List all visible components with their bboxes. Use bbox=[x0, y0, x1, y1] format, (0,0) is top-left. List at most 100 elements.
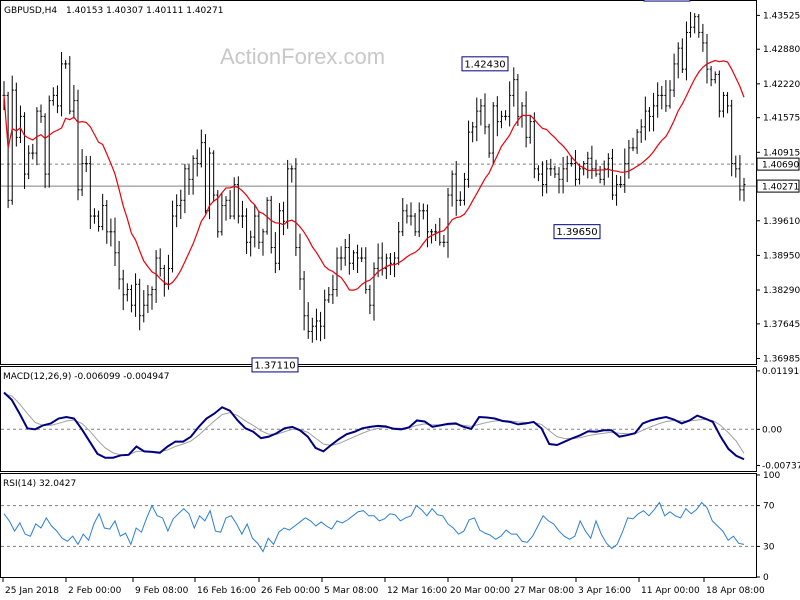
price-axis-label: 1.36985 bbox=[763, 354, 800, 364]
ohlc-bar bbox=[306, 302, 310, 339]
ma-line bbox=[3, 59, 745, 291]
price-axis-marker bbox=[756, 157, 800, 171]
ohlc-bar bbox=[368, 284, 372, 315]
ohlc-bar bbox=[693, 13, 697, 34]
annotation-box bbox=[643, 0, 691, 2]
ohlc-bar bbox=[512, 67, 516, 107]
ohlc-bar bbox=[228, 190, 232, 220]
ohlc-bar bbox=[351, 250, 355, 271]
ohlc-bar bbox=[656, 82, 660, 118]
ohlc-bar bbox=[232, 177, 236, 220]
ohlc-bar bbox=[150, 286, 154, 310]
ohlc-bar bbox=[372, 262, 376, 321]
ohlc-bar bbox=[72, 84, 76, 119]
price-annotation: 1.42430 bbox=[461, 56, 509, 72]
rsi-axis-label: 30 bbox=[763, 542, 775, 552]
ohlc-bar bbox=[109, 218, 113, 247]
ohlc-bar bbox=[631, 137, 635, 152]
time-axis-label: 12 Mar 16:00 bbox=[387, 586, 447, 596]
time-axis-label: 18 Apr 08:00 bbox=[706, 586, 765, 596]
ohlc-bar bbox=[458, 191, 462, 206]
ohlc-bar bbox=[639, 119, 643, 143]
ohlc-bar bbox=[236, 176, 240, 224]
ohlc-bar bbox=[76, 89, 80, 201]
ohlc-bar bbox=[668, 80, 672, 109]
ohlc-bar bbox=[573, 149, 577, 186]
ohlc-bar bbox=[421, 203, 425, 220]
price-axis-label: 1.39610 bbox=[763, 217, 800, 227]
ohlc-bar bbox=[672, 53, 676, 97]
price-annotation: 1.39650 bbox=[553, 224, 601, 240]
ohlc-bar bbox=[146, 285, 150, 313]
macd-axis-label: -0.007372 bbox=[762, 461, 800, 471]
ohlc-bar bbox=[532, 112, 536, 179]
ohlc-bar bbox=[314, 308, 318, 341]
ohlc-bar bbox=[253, 204, 257, 248]
ohlc-bar bbox=[249, 230, 253, 257]
ohlc-bar bbox=[676, 42, 680, 79]
ohlc-bar bbox=[14, 82, 18, 147]
ohlc-bar bbox=[245, 208, 249, 254]
rsi-line bbox=[3, 501, 745, 553]
ohlc-bar bbox=[240, 200, 244, 228]
ohlc-bar bbox=[162, 264, 166, 297]
ohlc-bar bbox=[212, 150, 216, 202]
ohlc-bar bbox=[446, 187, 450, 258]
ohlc-bar bbox=[413, 212, 417, 236]
ohlc-bar bbox=[31, 143, 35, 160]
price-axis-label: 1.42880 bbox=[763, 45, 800, 55]
ohlc-bar bbox=[565, 155, 569, 183]
ohlc-bar bbox=[327, 287, 331, 303]
ohlc-values: 1.40153 1.40307 1.40111 1.40271 bbox=[66, 6, 223, 16]
ohlc-bar bbox=[434, 223, 438, 242]
ohlc-bar bbox=[319, 311, 323, 342]
ohlc-bar bbox=[129, 284, 133, 313]
time-axis-label: 20 Mar 00:00 bbox=[450, 586, 510, 596]
axes: 1.43525 1.42880 1.42220 1.41575 1.40915 1.402… bbox=[2, 11, 800, 596]
ohlc-bar bbox=[701, 23, 705, 52]
ohlc-bar bbox=[709, 66, 713, 87]
ohlc-bar bbox=[516, 74, 520, 127]
ohlc-bar bbox=[323, 289, 327, 340]
ohlc-bar bbox=[277, 203, 281, 271]
ohlc-bar bbox=[623, 148, 627, 193]
ohlc-bar bbox=[598, 166, 602, 184]
ohlc-bar bbox=[578, 163, 582, 185]
annotation-box bbox=[553, 224, 601, 240]
price-annotations: 1.43760 1.42430 1.39650 1.37110 bbox=[251, 0, 691, 373]
price-annotation: 1.43760 bbox=[643, 0, 691, 2]
ohlc-bar bbox=[310, 317, 314, 343]
ohlc-bar bbox=[208, 147, 212, 220]
time-axis-label: 11 Apr 00:00 bbox=[641, 586, 700, 596]
ohlc-bar bbox=[175, 194, 179, 228]
ohlc-bar bbox=[282, 201, 286, 236]
ohlc-bar bbox=[113, 217, 117, 267]
ohlc-bar bbox=[594, 159, 598, 177]
ohlc-bar bbox=[742, 177, 746, 202]
ohlc-bar bbox=[10, 75, 14, 205]
ohlc-bar bbox=[27, 145, 31, 180]
macd-lines bbox=[3, 391, 745, 461]
ohlc-bar bbox=[261, 228, 265, 256]
ohlc-bar bbox=[183, 163, 187, 214]
ohlc-bar bbox=[121, 269, 125, 311]
ohlc-bar bbox=[664, 80, 668, 112]
ohlc-bar bbox=[536, 165, 540, 182]
ohlc-bar bbox=[171, 200, 175, 273]
ohlc-bar bbox=[43, 113, 47, 189]
price-axis-marker-label: 1.40271 bbox=[762, 183, 799, 193]
rsi-axis-label: 100 bbox=[763, 471, 780, 481]
ohlc-bar bbox=[557, 167, 561, 194]
price-axis-label: 1.42220 bbox=[763, 80, 800, 90]
ohlc-bar bbox=[713, 71, 717, 84]
annotation-label: 1.42430 bbox=[464, 59, 505, 70]
ohlc-bar bbox=[18, 105, 22, 144]
ohlc-bar bbox=[84, 155, 88, 173]
ohlc-bar bbox=[298, 233, 302, 290]
ohlc-bar bbox=[179, 189, 183, 219]
ohlc-bar bbox=[467, 120, 471, 188]
price-axis-label: 1.38950 bbox=[763, 251, 800, 261]
ohlc-bar bbox=[286, 159, 290, 229]
ohlc-bar bbox=[360, 247, 364, 263]
price-axis-label: 1.37645 bbox=[763, 320, 800, 330]
